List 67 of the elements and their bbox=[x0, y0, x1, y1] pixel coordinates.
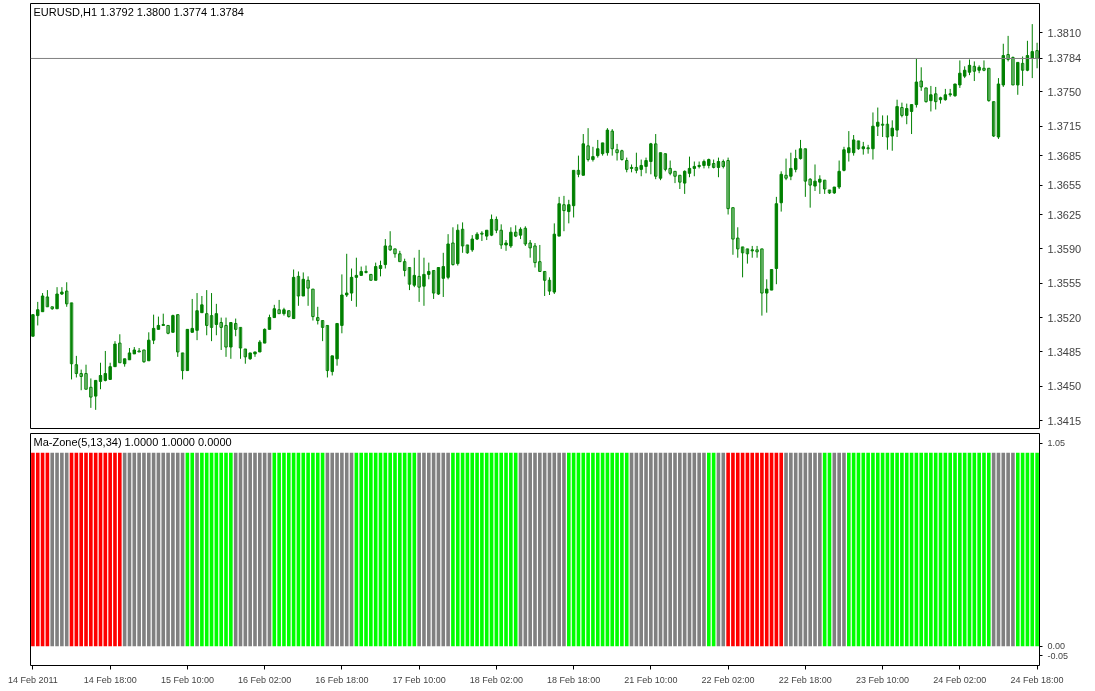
candlestick bbox=[74, 355, 79, 378]
candlestick bbox=[716, 157, 721, 178]
y-tick-label: 1.05 bbox=[1047, 438, 1066, 449]
candlestick bbox=[40, 292, 45, 313]
y-tick-label: 1.3520 bbox=[1047, 311, 1082, 324]
candlestick bbox=[610, 128, 614, 157]
candlestick bbox=[93, 379, 98, 411]
x-tick-label: 16 Feb 02:00 bbox=[238, 674, 292, 685]
candlestick bbox=[991, 101, 996, 138]
x-tick-label: 24 Feb 02:00 bbox=[933, 674, 987, 685]
chart-title: EURUSD,H1 1.3792 1.3800 1.3774 1.3784 bbox=[33, 5, 244, 18]
candlestick bbox=[296, 270, 301, 307]
x-tick-label: 22 Feb 18:00 bbox=[778, 674, 832, 685]
y-tick-label: 1.3715 bbox=[1047, 120, 1082, 133]
candlestick bbox=[682, 169, 687, 195]
y-tick-label: 1.3415 bbox=[1047, 414, 1082, 427]
candlestick bbox=[311, 288, 315, 322]
candlestick bbox=[793, 149, 798, 173]
candlestick bbox=[412, 257, 417, 288]
candlestick bbox=[354, 257, 359, 308]
candlestick bbox=[1020, 56, 1025, 87]
candlestick bbox=[914, 57, 919, 109]
y-tick-label: 1.3450 bbox=[1047, 380, 1082, 393]
candlestick bbox=[634, 152, 639, 174]
candlestick bbox=[209, 292, 214, 342]
candlestick bbox=[214, 303, 219, 336]
candlestick bbox=[653, 133, 658, 180]
x-tick-label: 14 Feb 18:00 bbox=[83, 674, 137, 685]
candlestick bbox=[803, 148, 808, 198]
candlestick bbox=[383, 238, 388, 270]
y-tick-label: -0.05 bbox=[1047, 650, 1069, 661]
candlestick bbox=[349, 268, 354, 302]
candlestick bbox=[325, 324, 330, 378]
candlestick bbox=[605, 127, 610, 157]
x-tick-label: 16 Feb 18:00 bbox=[315, 674, 369, 685]
y-tick-label: 1.3625 bbox=[1047, 208, 1082, 221]
candlestick bbox=[885, 114, 890, 151]
candlestick bbox=[769, 268, 774, 291]
x-tick-label: 14 Feb 2011 bbox=[7, 674, 58, 685]
y-tick-label: 1.3485 bbox=[1047, 345, 1082, 358]
candlestick bbox=[238, 326, 243, 360]
x-tick-label: 24 Feb 18:00 bbox=[1010, 674, 1064, 685]
candlestick bbox=[180, 352, 185, 380]
x-tick-label: 23 Feb 10:00 bbox=[856, 674, 910, 685]
candlestick bbox=[909, 104, 914, 135]
x-tick-label: 17 Feb 10:00 bbox=[392, 674, 446, 685]
x-tick-label: 18 Feb 02:00 bbox=[469, 674, 523, 685]
y-tick-label: 1.3655 bbox=[1047, 179, 1082, 192]
y-tick-label: 1.3750 bbox=[1047, 85, 1082, 98]
x-tick-label: 18 Feb 18:00 bbox=[547, 674, 601, 685]
candlestick bbox=[205, 289, 209, 336]
x-tick-label: 15 Feb 10:00 bbox=[160, 674, 214, 685]
chart-title: Ma-Zone(5,13,34) 1.0000 1.0000 0.0000 bbox=[33, 435, 232, 448]
x-tick-label: 22 Feb 02:00 bbox=[701, 674, 755, 685]
candlestick bbox=[523, 225, 528, 247]
candlestick bbox=[431, 269, 436, 300]
ref-line-label: 1.3784 bbox=[1047, 52, 1082, 65]
candlestick bbox=[972, 60, 977, 82]
y-tick-label: 1.3555 bbox=[1047, 277, 1082, 290]
y-tick-label: 1.3685 bbox=[1047, 149, 1082, 162]
candlestick bbox=[103, 350, 108, 382]
y-tick-label: 0.00 bbox=[1047, 641, 1066, 652]
x-tick-label: 21 Feb 10:00 bbox=[624, 674, 678, 685]
candlestick bbox=[320, 320, 325, 342]
candlestick bbox=[851, 134, 856, 157]
y-tick-label: 1.3810 bbox=[1047, 26, 1082, 39]
y-tick-label: 1.3590 bbox=[1047, 242, 1082, 255]
